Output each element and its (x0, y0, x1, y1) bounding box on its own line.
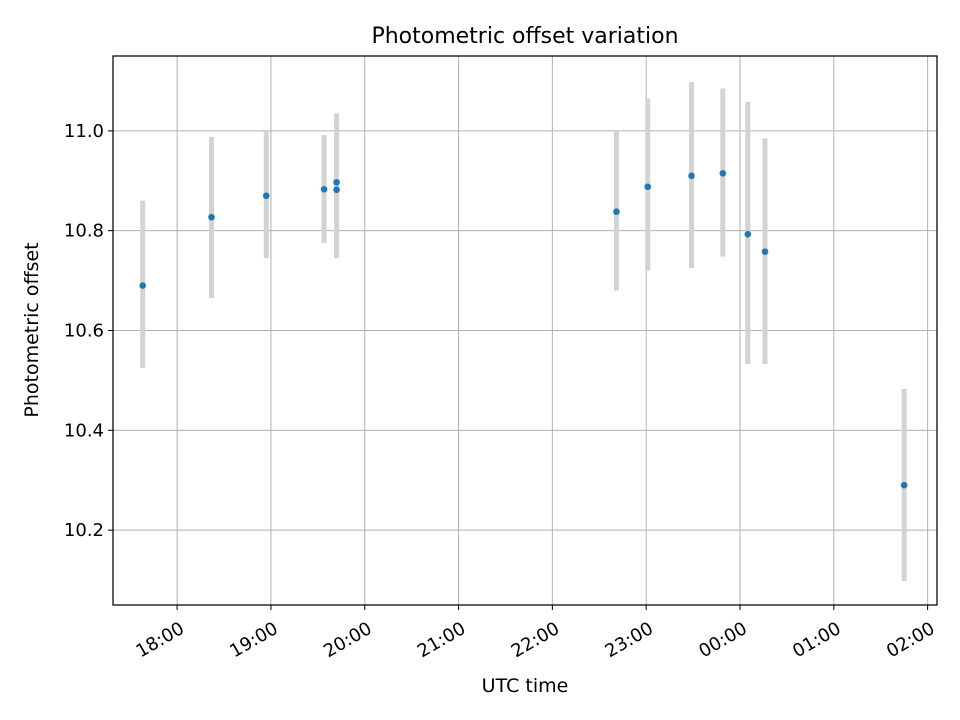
data-point (744, 230, 752, 238)
data-point (262, 192, 270, 200)
y-tick-label: 10.6 (64, 321, 104, 342)
data-point (333, 178, 340, 186)
data-point (719, 169, 727, 177)
chart-title: Photometric offset variation (371, 24, 678, 49)
y-axis-label: Photometric offset (21, 242, 43, 417)
data-points (139, 169, 908, 489)
data-point (613, 208, 620, 216)
data-point (644, 183, 652, 191)
data-point (139, 282, 147, 289)
data-point (761, 248, 769, 255)
y-tick-label: 10.8 (64, 221, 104, 242)
y-axis-ticks: 10.2 10.4 10.6 10.8 11.0 (64, 121, 113, 541)
y-tick-label: 11.0 (64, 121, 104, 142)
y-tick-label: 10.2 (64, 520, 104, 541)
grid (113, 56, 937, 605)
y-tick-label: 10.4 (64, 420, 104, 441)
data-point (208, 213, 215, 221)
data-point (333, 186, 340, 194)
data-point (320, 185, 328, 193)
data-point (900, 481, 908, 489)
x-axis-label: UTC time (482, 675, 569, 697)
data-point (688, 172, 695, 180)
